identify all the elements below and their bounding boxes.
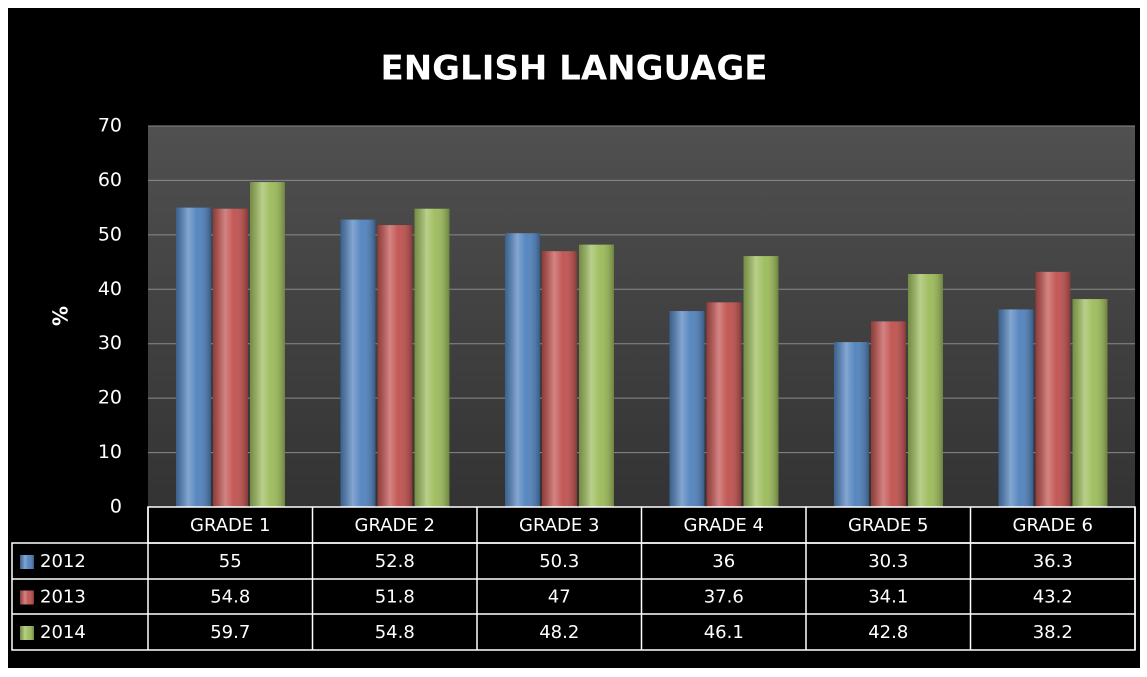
- table-value: 55: [219, 551, 242, 572]
- table-value: 54.8: [210, 587, 250, 608]
- legend-label: 2013: [40, 587, 86, 608]
- y-tick-label: 20: [98, 387, 122, 409]
- legend-swatch-shine: [20, 626, 34, 640]
- table-value: 50.3: [539, 551, 579, 572]
- table-value: 47: [548, 587, 571, 608]
- y-tick-label: 70: [98, 115, 122, 137]
- y-tick-label: 50: [98, 223, 122, 245]
- legend-label: 2014: [40, 622, 86, 643]
- legend-swatch-shine: [20, 590, 34, 605]
- x-tick-label: GRADE 6: [1013, 515, 1093, 536]
- table-value: 51.8: [375, 587, 415, 608]
- bar-shine: [414, 208, 450, 507]
- table-value: 34.1: [868, 587, 908, 608]
- bar-shine: [340, 219, 376, 508]
- table-value: 43.2: [1033, 587, 1073, 608]
- table-value: 42.8: [868, 622, 908, 643]
- bar-shine: [908, 274, 943, 507]
- bar-shine: [1035, 271, 1071, 507]
- y-tick-label: 10: [98, 441, 122, 463]
- x-tick-label: GRADE 2: [355, 515, 435, 536]
- table-value: 59.7: [210, 622, 250, 643]
- plot-area: [148, 126, 1135, 507]
- bar-shine: [542, 251, 577, 507]
- x-tick-label: GRADE 5: [848, 515, 928, 536]
- bar-shine: [834, 342, 869, 507]
- legend-label: 2012: [40, 551, 86, 572]
- table-value: 38.2: [1033, 622, 1073, 643]
- table-value: 52.8: [375, 551, 415, 572]
- table-value: 54.8: [375, 622, 415, 643]
- table-value: 48.2: [539, 622, 579, 643]
- x-tick-label: GRADE 4: [684, 515, 764, 536]
- y-tick-label: 0: [110, 496, 122, 518]
- bar-shine: [669, 311, 705, 507]
- x-tick-label: GRADE 1: [190, 515, 270, 536]
- legend-swatch-shine: [20, 555, 34, 569]
- y-tick-label: 30: [98, 332, 122, 354]
- bar-shine: [1072, 299, 1108, 507]
- chart-title: ENGLISH LANGUAGE: [380, 49, 767, 89]
- bar-shine: [579, 244, 614, 507]
- x-tick-label: GRADE 3: [519, 515, 599, 536]
- bar-shine: [871, 321, 906, 507]
- table-value: 36: [712, 551, 735, 572]
- bar-shine: [706, 302, 742, 507]
- bar-shine: [743, 256, 779, 507]
- y-tick-label: 40: [98, 278, 122, 300]
- bar-shine: [176, 207, 211, 507]
- table-value: 46.1: [704, 622, 744, 643]
- table-value: 37.6: [704, 587, 744, 608]
- table-value: 36.3: [1033, 551, 1073, 572]
- bar-shine: [377, 225, 413, 507]
- bar-shine: [250, 182, 285, 507]
- bar-shine: [505, 233, 540, 507]
- bar-shine: [213, 208, 248, 507]
- table-value: 30.3: [868, 551, 908, 572]
- y-axis-label: %: [49, 306, 73, 326]
- bar-shine: [998, 309, 1034, 507]
- y-tick-label: 60: [98, 169, 122, 191]
